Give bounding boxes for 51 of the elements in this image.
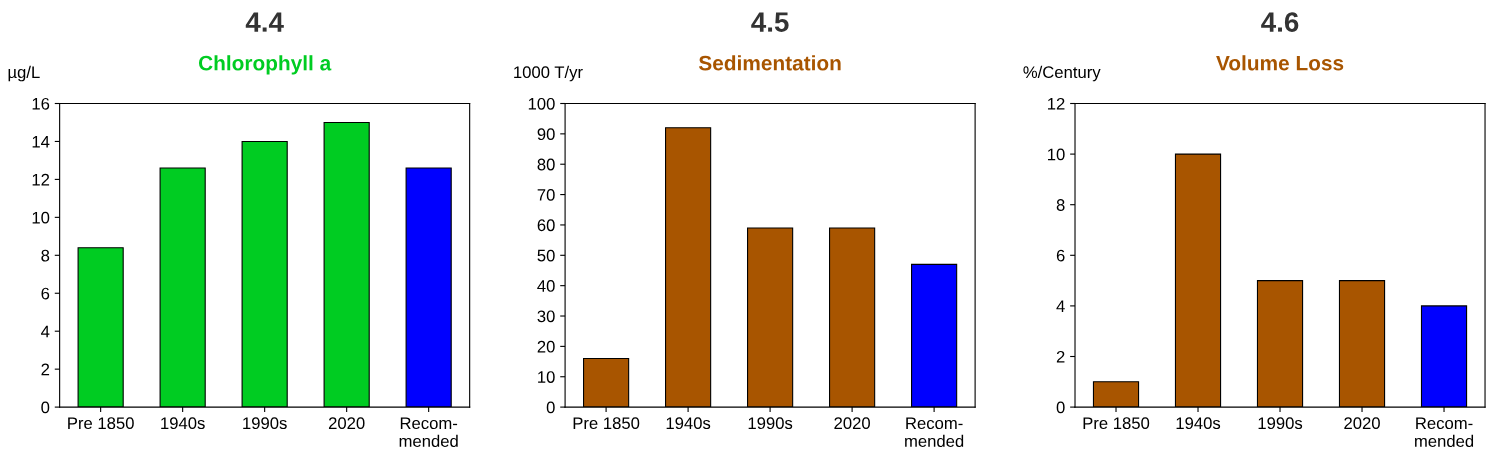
x-tick-label: Pre 1850 — [573, 417, 640, 430]
y-tick-label: 0 — [41, 401, 50, 414]
y-tick-label: 4 — [41, 325, 50, 338]
chart-subtitle: Sedimentation — [698, 55, 841, 71]
y-tick-label: 4 — [1056, 300, 1065, 312]
x-tick-label: 1990s — [243, 417, 287, 430]
y-tick-label: 80 — [537, 158, 555, 171]
x-tick-label: Recom- mended — [1415, 417, 1474, 448]
x-tick-label: 1940s — [666, 417, 711, 430]
y-tick-label: 100 — [528, 97, 555, 110]
y-tick-label: 16 — [32, 97, 50, 110]
chart-title: 4.5 — [751, 12, 789, 32]
y-tick-label: 30 — [537, 310, 555, 323]
x-tick-label: Pre 1850 — [68, 417, 134, 430]
y-tick-label: 90 — [537, 128, 555, 141]
y-tick-label: 10 — [32, 211, 50, 224]
x-tick-label: Recom- mended — [905, 417, 964, 448]
x-tick-label: 1990s — [748, 417, 793, 430]
chart-title: 4.6 — [1261, 12, 1299, 32]
x-tick-label: 2020 — [834, 417, 870, 430]
chart-title: 4.4 — [245, 12, 284, 32]
x-tick-label: Recom- mended — [399, 417, 458, 448]
x-tick-label: 1940s — [161, 417, 205, 430]
y-axis-title: µg/L — [8, 65, 40, 82]
y-tick-label: 10 — [538, 371, 555, 383]
y-tick-label: 0 — [546, 401, 555, 414]
y-tick-label: 12 — [1048, 97, 1065, 110]
y-tick-label: 14 — [32, 136, 50, 148]
x-tick-label: 2020 — [328, 417, 365, 430]
y-tick-label: 8 — [1056, 199, 1065, 211]
y-tick-label: 2 — [1056, 350, 1065, 363]
y-tick-label: 40 — [537, 280, 555, 292]
chart-subtitle: Volume Loss — [1216, 55, 1344, 71]
y-axis-title: 1000 T/yr — [514, 65, 583, 82]
x-tick-label: Pre 1850 — [1083, 417, 1150, 430]
y-tick-label: 6 — [1056, 249, 1065, 262]
y-tick-label: 50 — [537, 249, 555, 262]
y-axis-title: %/Century — [1023, 65, 1101, 82]
y-tick-label: 12 — [32, 173, 50, 186]
y-tick-label: 8 — [41, 249, 50, 262]
x-tick-label: 2020 — [1344, 417, 1380, 430]
y-tick-label: 20 — [537, 340, 555, 353]
y-tick-label: 70 — [537, 188, 555, 201]
x-tick-label: 1990s — [1258, 417, 1303, 430]
y-tick-label: 0 — [1056, 401, 1065, 414]
x-tick-label: 1940s — [1176, 417, 1221, 430]
chart-subtitle: Chlorophyll a — [198, 55, 332, 75]
y-tick-label: 2 — [41, 363, 50, 376]
y-tick-label: 60 — [537, 219, 555, 232]
y-tick-label: 10 — [1048, 148, 1065, 161]
y-tick-label: 6 — [41, 287, 50, 300]
